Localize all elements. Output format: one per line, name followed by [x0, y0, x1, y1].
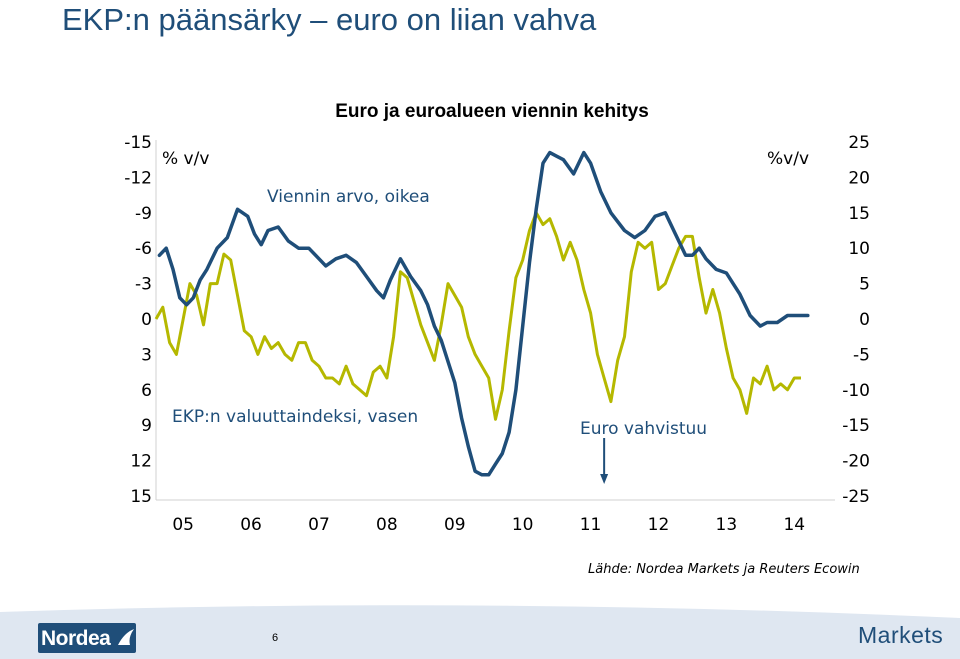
right-tick-label: 5: [859, 275, 870, 295]
right-tick-label: 20: [848, 168, 870, 188]
x-axis: 05 06 07 08 09 10 11 12 13 14: [172, 515, 805, 535]
right-tick-label: -20: [842, 452, 870, 472]
nordea-wordmark: Nordea: [41, 627, 111, 650]
right-tick-label: 10: [848, 239, 870, 259]
right-unit-label: %v/v: [767, 149, 809, 169]
left-tick-label: -15: [124, 133, 152, 153]
chart-title: Euro ja euroalueen viennin kehitys: [335, 101, 649, 122]
x-tick-label: 05: [172, 515, 194, 535]
right-tick-label: 15: [848, 204, 870, 224]
left-tick-label: -3: [135, 275, 152, 295]
right-tick-label: 0: [859, 310, 870, 330]
right-tick-label: -25: [842, 487, 870, 507]
x-tick-label: 09: [444, 515, 466, 535]
left-tick-label: -6: [135, 239, 152, 259]
left-tick-label: 12: [130, 452, 152, 472]
export-value-line: [157, 150, 810, 477]
x-tick-label: 08: [376, 515, 398, 535]
series-layer: [154, 150, 810, 477]
right-tick-label: -10: [842, 381, 870, 401]
left-tick-label: 15: [130, 487, 152, 507]
left-tick-label: 9: [141, 416, 152, 436]
x-tick-label: 13: [716, 515, 738, 535]
x-tick-label: 10: [512, 515, 534, 535]
ecb-index-line: [154, 211, 801, 421]
right-tick-label: -5: [853, 345, 870, 365]
event-label: Euro vahvistuu: [580, 419, 707, 439]
page-number: 6: [272, 632, 279, 644]
right-tick-label: -15: [842, 416, 870, 436]
footer-band: [0, 605, 960, 659]
slide-title: EKP:n päänsärky – euro on liian vahva: [62, 2, 597, 37]
nordea-logo: [38, 623, 136, 653]
left-axis: -15 -12 -9 -6 -3 0 3 6 9 12 15: [124, 133, 152, 507]
markets-wordmark: Markets: [858, 622, 944, 648]
left-tick-label: -9: [135, 204, 152, 224]
left-unit-label: % v/v: [162, 149, 209, 169]
event-arrow: [600, 438, 609, 484]
x-tick-label: 07: [308, 515, 330, 535]
source-note: Lähde: Nordea Markets ja Reuters Ecowin: [588, 562, 860, 577]
right-tick-label: 25: [848, 133, 870, 153]
export-series-label: Viennin arvo, oikea: [267, 187, 430, 207]
left-tick-label: 3: [141, 345, 152, 365]
chart: Euro ja euroalueen viennin kehitys % v/v…: [124, 101, 870, 535]
nordea-sail-icon: [118, 629, 134, 645]
left-tick-label: -12: [124, 168, 152, 188]
x-tick-label: 06: [240, 515, 262, 535]
x-tick-label: 14: [783, 515, 805, 535]
left-tick-label: 6: [141, 381, 152, 401]
ecb-series-label: EKP:n valuuttaindeksi, vasen: [172, 407, 418, 427]
x-tick-label: 12: [648, 515, 670, 535]
footer-wave: [0, 605, 960, 659]
left-tick-label: 0: [141, 310, 152, 330]
x-tick-label: 11: [580, 515, 602, 535]
right-axis: 25 20 15 10 5 0 -5 -10 -15 -20 -25: [842, 133, 870, 507]
down-arrow-icon: [600, 474, 609, 484]
